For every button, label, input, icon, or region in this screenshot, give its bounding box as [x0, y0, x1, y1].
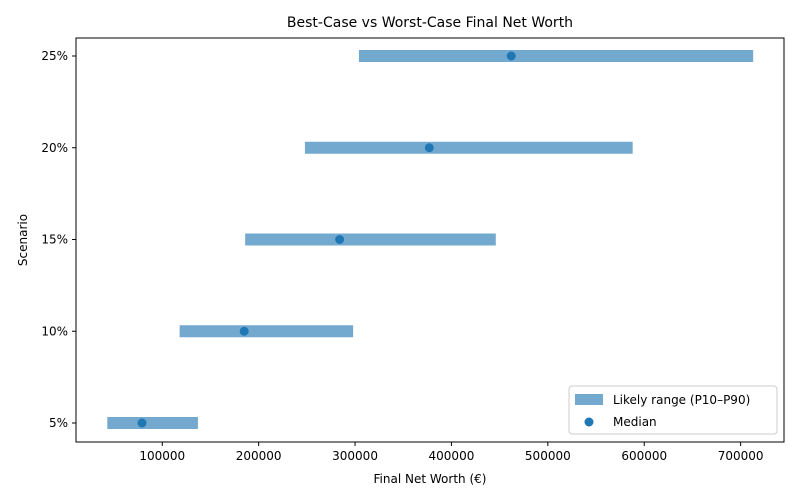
x-tick-label: 200000	[236, 449, 282, 463]
median-marker	[424, 143, 434, 153]
range-bar	[179, 325, 354, 338]
legend-median-marker	[584, 417, 594, 427]
x-tick-label: 700000	[718, 449, 764, 463]
chart-title: Best-Case vs Worst-Case Final Net Worth	[287, 15, 573, 31]
x-tick-label: 100000	[139, 449, 185, 463]
y-axis-label: Scenario	[16, 214, 30, 266]
range-bar	[358, 50, 754, 62]
plot-area	[107, 50, 754, 429]
median-marker	[239, 326, 249, 336]
x-tick-label: 600000	[621, 449, 667, 463]
y-tick-label: 25%	[41, 49, 68, 63]
y-tick-label: 15%	[41, 233, 68, 247]
legend-range-swatch	[575, 394, 603, 405]
legend-range-label: Likely range (P10–P90)	[613, 393, 750, 407]
x-tick-label: 300000	[332, 449, 378, 463]
legend-box	[568, 385, 778, 435]
median-marker	[335, 235, 345, 244]
y-tick-label: 5%	[49, 416, 68, 430]
y-axis-ticks: 5% 10% 15% 20% 25%	[41, 49, 76, 430]
x-axis-ticks: 100000 200000 300000 400000 500000 600000 7000…	[139, 442, 764, 463]
x-axis-label: Final Net Worth (€)	[374, 472, 487, 486]
legend-median-label: Median	[613, 415, 657, 429]
x-tick-label: 400000	[429, 449, 475, 463]
range-bar	[304, 141, 633, 154]
y-tick-label: 20%	[41, 141, 68, 155]
x-tick-label: 500000	[525, 449, 571, 463]
median-marker	[506, 51, 516, 61]
range-bar	[107, 417, 198, 429]
range-bar	[245, 233, 496, 246]
median-marker	[137, 418, 147, 428]
legend: Likely range (P10–P90) Median	[568, 385, 778, 435]
y-tick-label: 10%	[41, 324, 68, 338]
